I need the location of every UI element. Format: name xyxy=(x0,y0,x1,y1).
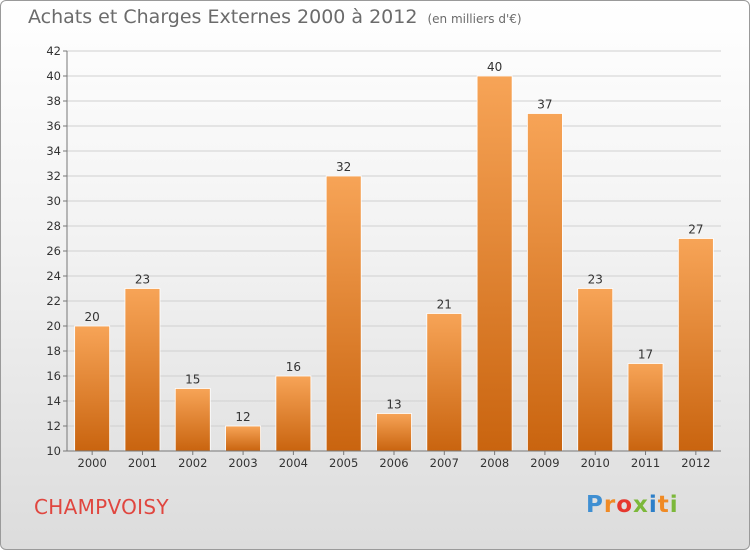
data-label: 20 xyxy=(85,310,100,324)
chart-title-text: Achats et Charges Externes 2000 à 2012 xyxy=(28,6,418,28)
logo-letter: t xyxy=(657,492,670,518)
logo-letter: x xyxy=(633,492,649,518)
chart-unit-label: (en milliers d'€) xyxy=(427,12,522,26)
data-label: 40 xyxy=(487,60,502,74)
chart-title: Achats et Charges Externes 2000 à 2012 (e… xyxy=(28,6,522,28)
bar xyxy=(426,313,463,452)
y-tick-label: 14 xyxy=(46,394,61,408)
y-tick-label: 40 xyxy=(46,69,61,83)
data-label: 16 xyxy=(286,360,301,374)
logo-letter: o xyxy=(616,492,634,518)
bar xyxy=(174,388,211,452)
x-tick-label: 2002 xyxy=(178,456,207,470)
y-tick-label: 22 xyxy=(46,294,61,308)
x-tick-label: 2001 xyxy=(128,456,157,470)
y-tick-label: 36 xyxy=(46,119,61,133)
data-label: 23 xyxy=(588,273,603,287)
y-tick-label: 34 xyxy=(46,144,61,158)
data-label: 27 xyxy=(688,223,703,237)
bar xyxy=(376,413,412,452)
y-tick-label: 16 xyxy=(46,369,61,383)
x-tick-label: 2004 xyxy=(279,456,308,470)
bars: 20 23 15 12 16 32 13 21 40 37 23 17 27 xyxy=(74,60,714,452)
logo-letter: r xyxy=(603,492,617,518)
grid-lines xyxy=(67,50,721,452)
x-tick-label: 2009 xyxy=(530,456,559,470)
proxiti-logo: Proxiti xyxy=(586,492,679,518)
data-label: 13 xyxy=(386,398,401,412)
y-tick-label: 26 xyxy=(46,244,61,258)
y-tick-label: 18 xyxy=(46,344,61,358)
data-label: 21 xyxy=(437,298,452,312)
bar xyxy=(275,375,312,452)
x-tick-label: 2008 xyxy=(480,456,509,470)
bar xyxy=(124,288,161,452)
bar xyxy=(527,113,563,452)
axes: 10 12 14 16 18 20 22 24 26 28 30 32 34 36 38 40 42 2000 20… xyxy=(46,44,721,470)
x-tick-label: 2003 xyxy=(228,456,257,470)
data-label: 32 xyxy=(336,160,351,174)
data-label: 17 xyxy=(638,348,653,362)
y-tick-label: 12 xyxy=(46,419,61,433)
bar xyxy=(476,75,513,452)
y-tick-label: 42 xyxy=(46,44,61,58)
commune-name: CHAMPVOISY xyxy=(34,495,169,519)
x-tick-label: 2005 xyxy=(329,456,358,470)
x-tick-label: 2000 xyxy=(78,456,107,470)
y-tick-label: 38 xyxy=(46,94,61,108)
y-tick-label: 28 xyxy=(46,219,61,233)
x-tick-label: 2007 xyxy=(430,456,459,470)
y-tick-label: 30 xyxy=(46,194,61,208)
data-label: 12 xyxy=(235,410,250,424)
bar xyxy=(577,288,614,452)
logo-letter: i xyxy=(669,492,679,518)
bar xyxy=(677,238,714,452)
bar xyxy=(74,325,111,452)
x-tick-label: 2006 xyxy=(379,456,408,470)
data-label: 15 xyxy=(185,373,200,387)
data-label: 37 xyxy=(537,98,552,112)
data-label: 23 xyxy=(135,273,150,287)
y-tick-label: 32 xyxy=(46,169,61,183)
x-tick-label: 2010 xyxy=(581,456,610,470)
y-tick-label: 24 xyxy=(46,269,61,283)
x-tick-label: 2012 xyxy=(681,456,710,470)
x-tick-label: 2011 xyxy=(631,456,660,470)
bar xyxy=(225,425,261,452)
y-tick-label: 20 xyxy=(46,319,61,333)
y-tick-label: 10 xyxy=(46,444,61,458)
logo-letter: i xyxy=(648,492,658,518)
bar xyxy=(325,175,362,452)
bar xyxy=(627,363,664,452)
logo-letter: P xyxy=(586,492,604,518)
